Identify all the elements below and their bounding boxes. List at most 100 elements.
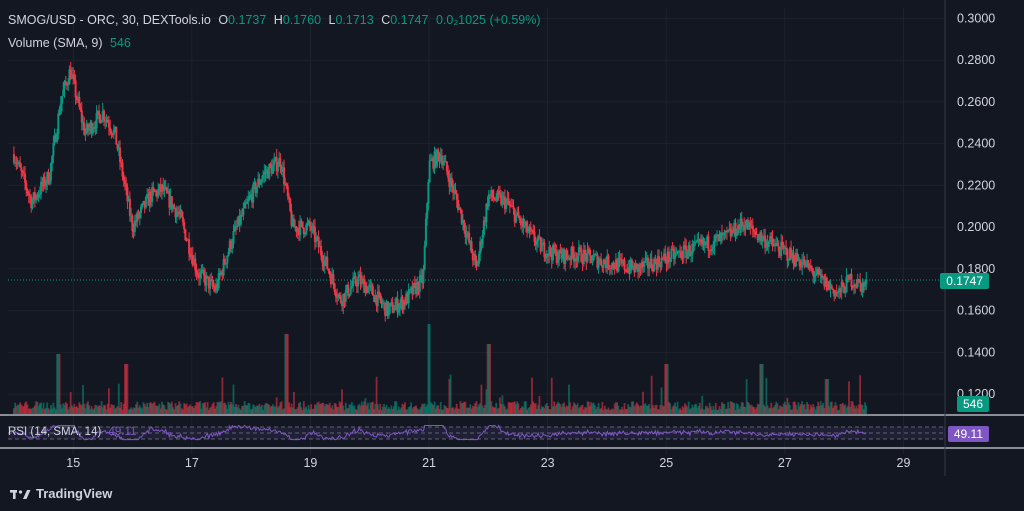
candle-body [297,228,300,236]
candle-body [288,196,291,199]
volume-bar [585,407,588,414]
candle-body [167,191,170,194]
candle-body [630,259,633,269]
candle-body [73,76,76,81]
volume-bar [816,406,818,414]
volume-bar [253,405,256,414]
candle-body [311,225,314,231]
volume-bar [251,408,253,414]
volume-bar [739,406,742,414]
volume-bar [346,408,348,414]
volume-bar [527,408,530,414]
volume-bar [152,402,155,414]
volume-bar [595,409,598,414]
volume-bar [854,408,857,414]
y-tick-label: 0.2000 [957,220,995,234]
candle-body [831,288,834,290]
volume-bar [177,405,179,414]
volume-bar [388,407,390,414]
candle-body [426,203,429,219]
volume-bar [591,403,594,414]
candle-body [207,276,210,289]
candle-body [722,233,725,236]
candle-body [460,209,463,224]
candle-body [254,182,257,193]
volume-bar [633,406,636,414]
candle-body [30,196,33,209]
volume-bar [367,402,369,414]
candle-body [855,286,858,288]
volume-bar [242,405,245,414]
volume-bar [64,402,67,414]
volume-bar [538,396,541,414]
volume-bar [77,408,79,414]
candle-body [547,253,550,256]
volume-bar [14,402,17,414]
candle-body [811,268,814,271]
volume-bar [88,405,91,414]
candle-body [566,256,569,259]
volume-bar [575,405,578,414]
candle-body [43,176,46,187]
candle-body [358,274,361,278]
volume-bar [66,403,68,414]
candle-body [575,258,578,262]
volume-bar [729,401,732,414]
candle-body [482,220,485,235]
candle-body [804,261,807,267]
volume-bar [459,401,462,414]
volume-bar [471,405,474,414]
volume-bar [592,402,595,414]
volume-bar [668,402,670,414]
candle-body [491,190,494,198]
candle-body [707,236,710,251]
volume-bar [244,405,247,414]
candle-body [725,230,728,233]
candle-body [17,162,20,164]
volume-bar [624,409,627,414]
volume-bar [844,404,847,414]
volume-bar [645,405,648,414]
candle-body [827,281,830,291]
volume-bar [80,405,83,414]
volume-bar [809,404,812,414]
volume-bar [814,409,817,414]
volume-bar [83,403,86,414]
candle-body [392,310,395,313]
candle-body [660,257,663,268]
candle-body [259,182,262,185]
volume-bar [394,401,396,414]
volume-bar [210,406,213,414]
candle-body [181,217,184,223]
candle-body [473,254,476,261]
volume-bar [140,407,142,414]
volume-bar [111,405,114,414]
tradingview-logo[interactable]: TradingView [10,486,112,501]
candle-body [570,246,573,261]
candle-body [67,84,70,86]
x-tick-label: 21 [422,456,436,470]
volume-bar [296,407,299,414]
volume-bar [860,404,863,414]
candle-body [274,157,277,161]
candle-body [698,239,701,242]
volume-bar [568,384,570,414]
candle-body [135,220,138,222]
volume-bar [763,404,765,414]
candle-body [761,237,764,242]
volume-bar [427,324,430,414]
volume-bar [690,408,693,414]
volume-bar [737,404,739,414]
volume-bar [487,344,490,414]
candle-body [164,186,167,189]
candle-body [701,239,704,244]
candle-body [402,300,405,310]
volume-bar [552,406,554,414]
volume-bar [558,403,561,414]
volume-bar [848,381,850,414]
candle-body [390,302,393,304]
volume-bar [98,405,100,414]
volume-bar [635,402,638,414]
volume-bar [460,403,463,414]
